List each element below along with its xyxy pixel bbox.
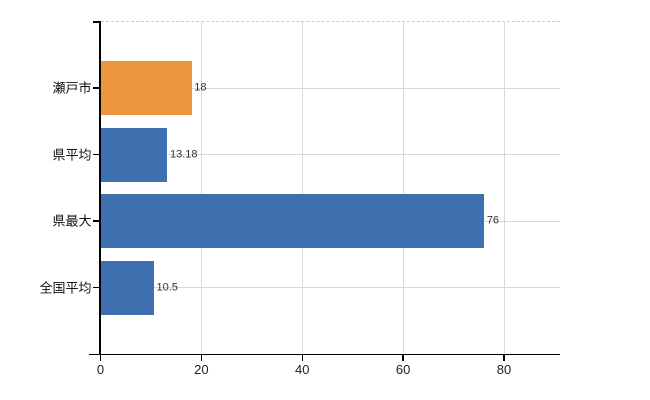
gridline-vertical [200, 22, 202, 354]
category-label: 瀬戸市 [52, 80, 92, 96]
y-axis-tick [92, 286, 101, 289]
x-axis-tick [99, 354, 102, 361]
x-axis-tick [301, 354, 303, 361]
gridline-vertical [301, 22, 303, 354]
category-label: 全国平均 [39, 280, 92, 295]
y-axis-tick [92, 153, 101, 156]
x-axis-tick [503, 354, 505, 361]
x-tick-label: 60 [395, 362, 411, 377]
bar-value-label: 10.5 [156, 281, 178, 293]
category-label: 県平均 [52, 147, 92, 162]
x-tick-label: 0 [96, 362, 105, 377]
x-tick-label: 80 [496, 362, 512, 377]
bar-1 [101, 127, 168, 182]
x-axis-tick [402, 354, 404, 361]
gridline-vertical [503, 22, 505, 354]
gridline-horizontal [100, 287, 560, 288]
y-axis-tick [92, 87, 101, 89]
gridline-horizontal [100, 154, 560, 155]
bar-value-label: 18 [194, 81, 207, 94]
bar-2 [101, 194, 485, 248]
gridline-horizontal [100, 87, 560, 89]
x-tick-label: 40 [295, 362, 310, 377]
gridline-vertical [402, 22, 404, 354]
bar-value-label: 13.18 [169, 148, 198, 160]
bar-3 [101, 260, 154, 315]
bar-value-label: 76 [486, 214, 500, 227]
y-axis-top-tick [92, 21, 101, 23]
x-tick-label: 20 [194, 362, 209, 377]
x-axis-line [89, 353, 560, 355]
bar-0 [101, 61, 192, 115]
category-label: 県最大 [52, 213, 92, 229]
y-axis-tick [92, 220, 101, 222]
y-axis-line [99, 21, 101, 354]
x-axis-tick [200, 354, 203, 361]
plot-top-border [100, 21, 560, 22]
